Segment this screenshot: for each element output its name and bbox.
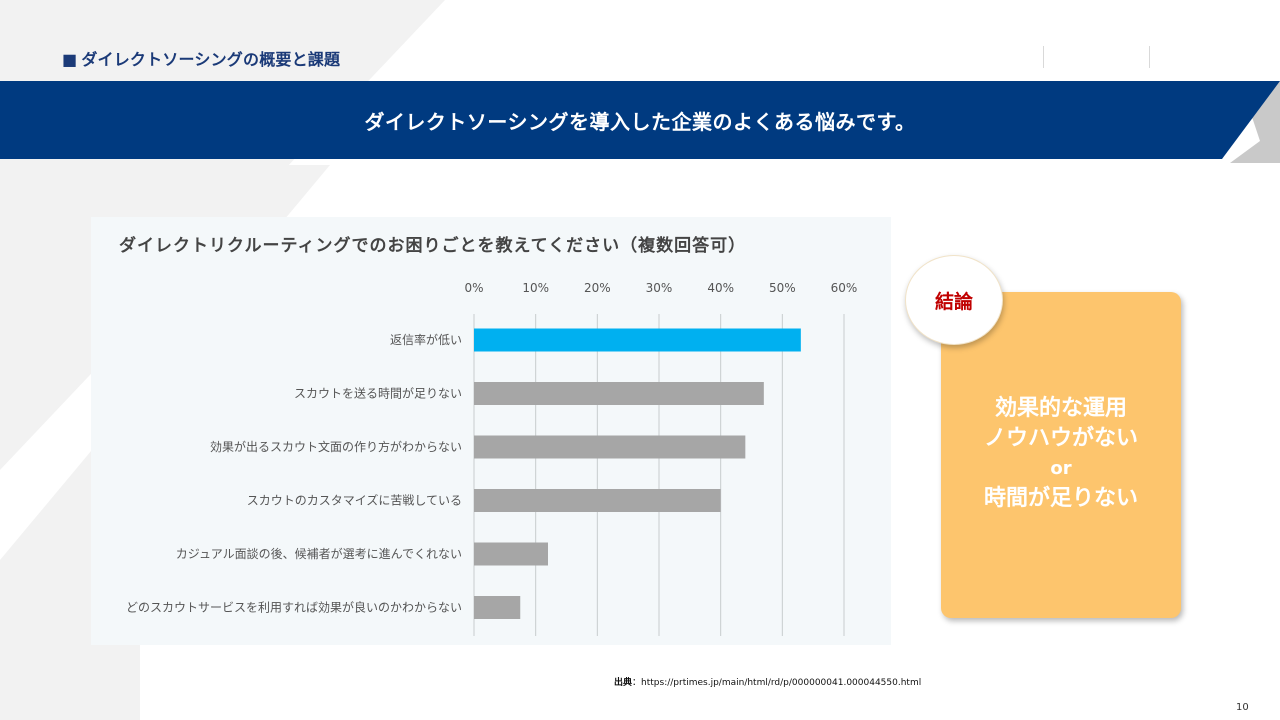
x-tick-label: 50% bbox=[769, 281, 796, 295]
source-url[interactable]: https://prtimes.jp/main/html/rd/p/000000… bbox=[641, 678, 922, 688]
x-tick-label: 40% bbox=[707, 281, 734, 295]
header-divider bbox=[1149, 46, 1150, 68]
chart-title: ダイレクトリクルーティングでのお困りごとを教えてください（複数回答可） bbox=[119, 236, 747, 256]
conclusion-line: 時間が足りない bbox=[983, 486, 1138, 511]
x-tick-label: 10% bbox=[522, 281, 549, 295]
conclusion-or: or bbox=[1050, 458, 1072, 479]
conclusion-box bbox=[941, 292, 1181, 618]
category-label: カジュアル面談の後、候補者が選考に進んでくれない bbox=[176, 546, 462, 561]
x-tick-label: 0% bbox=[464, 281, 483, 295]
bar bbox=[474, 542, 548, 566]
category-label: スカウトのカスタマイズに苦戦している bbox=[247, 493, 462, 508]
x-tick-label: 60% bbox=[831, 281, 858, 295]
category-label: どのスカウトサービスを利用すれば効果が良いのかわからない bbox=[126, 600, 462, 615]
source-label: 出典 bbox=[614, 678, 633, 688]
section-title: ■ ダイレクトソーシングの概要と課題 bbox=[62, 46, 340, 70]
bar-chart: 0% 10% 20% 30% 40% 50% 60% 返信率が低いスカウトを送る時間が足りない… bbox=[126, 281, 858, 636]
category-label: スカウトを送る時間が足りない bbox=[294, 386, 462, 401]
section-title-text: ダイレクトソーシングの概要と課題 bbox=[81, 50, 341, 69]
bar bbox=[474, 328, 801, 352]
bar bbox=[474, 382, 764, 405]
category-label: 返信率が低い bbox=[390, 332, 462, 347]
square-bullet-icon: ■ bbox=[62, 50, 78, 69]
x-tick-label: 20% bbox=[584, 281, 611, 295]
page-number: 10 bbox=[1236, 702, 1249, 713]
conclusion-line: 効果的な運用 bbox=[994, 396, 1127, 421]
category-label: 効果が出るスカウト文面の作り方がわからない bbox=[210, 439, 462, 454]
bar bbox=[474, 596, 521, 619]
x-tick-label: 30% bbox=[646, 281, 673, 295]
source-separator: ： bbox=[632, 678, 642, 688]
bar bbox=[474, 489, 721, 512]
banner-text: ダイレクトソーシングを導入した企業のよくある悩みです。 bbox=[364, 109, 916, 134]
conclusion-text: 効果的な運用 ノウハウがない or 時間が足りない bbox=[941, 394, 1181, 514]
source-citation: 出典：https://prtimes.jp/main/html/rd/p/000… bbox=[614, 675, 921, 688]
banner bbox=[0, 81, 1280, 163]
conclusion-line: ノウハウがない bbox=[983, 426, 1138, 451]
conclusion-badge: 結論 bbox=[905, 255, 1003, 345]
bar bbox=[474, 435, 746, 459]
chart-panel bbox=[91, 217, 891, 645]
header-divider bbox=[1043, 46, 1044, 68]
